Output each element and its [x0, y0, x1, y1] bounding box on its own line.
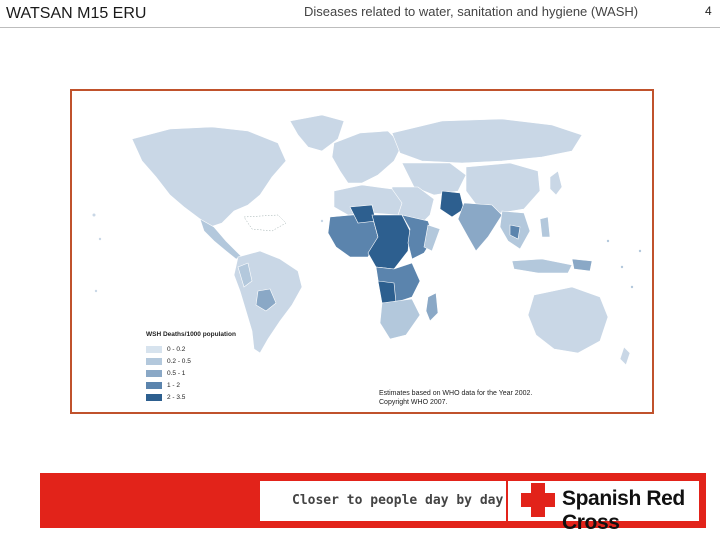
header-rule	[0, 27, 720, 28]
legend-swatch	[146, 393, 162, 401]
island-dot	[630, 285, 634, 289]
legend-swatch	[146, 357, 162, 365]
region-andes	[237, 262, 253, 288]
banner-white-panel: Closer to people day by day Spanish Red …	[260, 481, 699, 534]
legend-label: 2 - 3.5	[167, 393, 186, 401]
legend-title: WSH Deaths/1000 population	[146, 331, 236, 338]
red-cross-banner: Closer to people day by day Spanish Red …	[40, 473, 706, 534]
legend-item: 2 - 3.5	[146, 391, 236, 403]
region-afghanistan	[439, 190, 465, 218]
banner-slogan: Closer to people day by day	[292, 493, 504, 508]
region-australia	[527, 286, 609, 354]
credit-line-1: Estimates based on WHO data for the Year…	[379, 390, 533, 397]
island-dot	[638, 249, 642, 253]
legend-item: 0 - 0.2	[146, 343, 236, 355]
legend-item: 1 - 2	[146, 379, 236, 391]
legend-label: 0.2 - 0.5	[167, 357, 191, 365]
legend-item: 0.2 - 0.5	[146, 355, 236, 367]
legend-label: 1 - 2	[167, 381, 181, 389]
legend-label: 0 - 0.2	[167, 345, 186, 353]
region-indonesia	[511, 258, 573, 274]
region-philippines	[539, 216, 551, 238]
region-china	[465, 162, 541, 214]
legend-item: 0.5 - 1	[146, 367, 236, 379]
header-left-title: WATSAN M15 ERU	[6, 5, 147, 22]
region-greenland	[289, 114, 345, 152]
island-dot	[606, 239, 610, 243]
legend-label: 0.5 - 1	[167, 369, 186, 377]
island-dot	[98, 237, 102, 241]
map-legend: WSH Deaths/1000 population 0 - 0.2 0.2 -…	[146, 331, 236, 403]
red-cross-icon-vertical	[531, 483, 545, 517]
region-russia	[391, 118, 583, 164]
brand-name: Spanish Red Cross	[562, 487, 685, 534]
region-new-zealand	[619, 346, 631, 366]
legend-swatch	[146, 345, 162, 353]
island-dot	[92, 213, 96, 217]
region-central-america	[199, 218, 243, 260]
world-map-frame: WSH Deaths/1000 population 0 - 0.2 0.2 -…	[70, 89, 654, 414]
island-dot	[320, 219, 324, 223]
header-center-title: Diseases related to water, sanitation an…	[304, 4, 639, 19]
region-europe	[331, 130, 403, 184]
region-papua	[571, 258, 593, 272]
region-madagascar	[425, 292, 439, 322]
region-north-america	[131, 126, 287, 228]
credit-line-2: Copyright WHO 2007.	[379, 399, 448, 406]
island-dot	[94, 289, 98, 293]
region-caribbean	[243, 214, 287, 232]
legend-swatch	[146, 369, 162, 377]
world-map	[92, 114, 642, 366]
region-cambodia	[509, 224, 521, 240]
map-credit: Estimates based on WHO data for the Year…	[379, 389, 532, 407]
region-somalia	[423, 224, 441, 252]
region-india	[457, 202, 503, 252]
region-bolivia	[255, 288, 277, 312]
region-southern-africa	[379, 298, 421, 340]
region-japan	[549, 170, 563, 196]
region-angola	[377, 280, 397, 304]
legend-swatch	[146, 381, 162, 389]
island-dot	[620, 265, 624, 269]
slide-number: 4	[705, 4, 712, 18]
banner-divider	[506, 481, 508, 521]
